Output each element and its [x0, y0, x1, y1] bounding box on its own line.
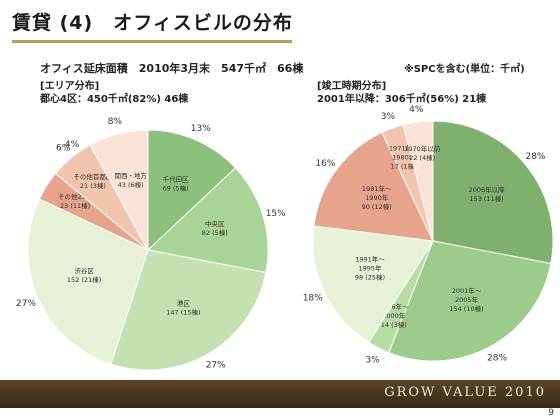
pie1-pct-label-6: 4% — [409, 105, 424, 115]
pie0-pct-label-2: 27% — [206, 361, 226, 371]
completion-distribution-header: [竣工時期分布] 2001年以降：306千㎡(56%) 21棟 — [317, 80, 486, 106]
completion-distribution-title: [竣工時期分布] — [317, 81, 387, 92]
pie1-pct-label-5: 3% — [381, 112, 396, 122]
pie0-slice-label-2: 港区 147 (15棟) — [166, 298, 200, 316]
pie0-slice-label-1: 中央区 82 (5棟) — [202, 219, 228, 237]
pie0-slice-1 — [146, 167, 269, 274]
area-distribution-title: [エリア分布] — [40, 81, 100, 92]
pie1-slice-label-2: 1996年～ 2000年 14 (3棟) — [379, 302, 409, 329]
pie0-slice-3 — [27, 198, 149, 365]
pie0-extra-pct-label: 4% — [65, 140, 80, 150]
pie1-slice-6 — [402, 120, 434, 242]
pie1-slice-label-1: 2001年～ 2005年 154 (10棟) — [449, 286, 483, 313]
pie1-pct-label-0: 28% — [525, 152, 545, 162]
pie1-slice-4 — [313, 131, 434, 242]
pie1-slice-label-6: 1970年以前 22 (4棟) — [404, 144, 441, 162]
pie0-pct-label-1: 15% — [266, 209, 286, 219]
pie0-slice-label-5: その他首都圏 21 (3棟) — [73, 172, 112, 190]
pie0-slice-0 — [147, 129, 237, 252]
pie0-slice-label-3: 渋谷区 152 (21棟) — [67, 266, 101, 284]
title-underline — [12, 40, 292, 43]
pie0-slice-label-0: 千代田区 69 (5棟) — [163, 175, 190, 193]
pie1-pct-label-3: 18% — [303, 294, 323, 304]
pie1-pct-label-2: 3% — [365, 356, 380, 366]
page-number: 9 — [548, 408, 554, 418]
pie0-slice-label-4: その他23区 23 (11棟) — [58, 192, 93, 210]
pie1-slice-label-4: 1981年～ 1990年 90 (12棟) — [362, 184, 392, 211]
completion-pie-chart: 2006年以降 153 (11棟) 28% 2001年～ 2005年 154 (10棟) 2… — [303, 105, 554, 366]
pie0-pct-label-6: 8% — [108, 117, 123, 127]
pie1-slice-label-5: 1971年～ 1980年 17 (1棟) — [389, 144, 419, 171]
pie1-slice-label-3: 1991年～ 1995年 98 (25棟) — [355, 255, 385, 282]
spc-note: ※SPCを含む(単位：千㎡) — [404, 64, 525, 75]
footer-bar — [0, 380, 560, 408]
pie1-pct-label-1: 28% — [487, 354, 507, 364]
pie0-slice-6 — [89, 129, 149, 251]
pie1-slice-3 — [312, 225, 434, 344]
pie0-pct-label-3: 27% — [16, 299, 36, 309]
pie0-slice-label-6: 関西・地方 43 (6棟) — [114, 171, 147, 189]
brand-logo-text: GROW VALUE 2010 — [384, 385, 546, 400]
pie0-pct-label-5: 6% — [56, 144, 71, 154]
pie1-slice-1 — [388, 240, 552, 362]
pie0-slice-2 — [110, 249, 267, 371]
summary-line: オフィス延床面積 2010年3月末 547千㎡ 66棟 — [40, 62, 304, 75]
pie0-pct-label-0: 13% — [191, 124, 211, 134]
page-title: 賃貸 (4) オフィスビルの分布 — [12, 12, 293, 34]
area-pie-chart: 千代田区 69 (5棟) 13% 中央区 82 (5棟) 15% 港区 147 (15棟) 27… — [16, 117, 286, 370]
area-distribution-header: [エリア分布] 都心4区：450千㎡(82%) 46棟 — [40, 80, 188, 106]
pie1-slice-label-0: 2006年以降 153 (11棟) — [469, 185, 506, 203]
pie1-pct-label-4: 16% — [315, 159, 335, 169]
area-distribution-subtitle: 都心4区：450千㎡(82%) 46棟 — [40, 94, 189, 105]
completion-distribution-subtitle: 2001年以降：306千㎡(56%) 21棟 — [317, 94, 487, 105]
pie1-slice-0 — [432, 120, 554, 265]
